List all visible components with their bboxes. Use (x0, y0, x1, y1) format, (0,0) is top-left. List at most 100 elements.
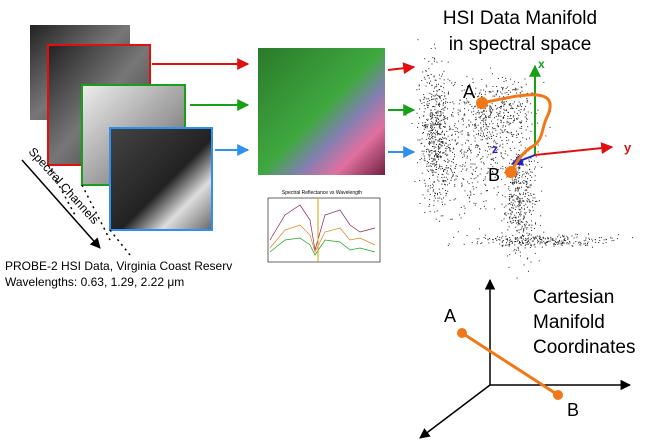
cloud-point (521, 121, 522, 122)
cloud-point (513, 184, 514, 185)
cloud-point (430, 151, 431, 152)
cloud-point (512, 200, 513, 201)
cloud-point (499, 107, 500, 108)
cloud-point (566, 236, 567, 237)
cloud-point (495, 238, 496, 239)
cloud-point (435, 130, 436, 131)
cloud-point (532, 203, 533, 204)
cloud-point (499, 113, 500, 114)
cloud-point (460, 165, 461, 166)
cloud-point (508, 140, 509, 141)
cloud-point (520, 112, 521, 113)
cloud-point (461, 131, 462, 132)
cloud-point (440, 166, 441, 167)
cloud-point (445, 148, 446, 149)
label-a: A (463, 82, 475, 102)
composite-image (258, 48, 385, 175)
cloud-point (517, 188, 518, 189)
cloud-point (519, 168, 520, 169)
cloud-point (473, 111, 474, 112)
cloud-point (423, 153, 424, 154)
cloud-point (437, 91, 438, 92)
cloud-point (595, 239, 596, 240)
cloud-point (481, 129, 482, 130)
cloud-point (487, 126, 488, 127)
cloud-point (439, 104, 440, 105)
cloud-point (563, 236, 564, 237)
cloud-point (439, 144, 440, 145)
cloud-point (478, 125, 479, 126)
cloud-point (488, 117, 489, 118)
cloud-point (478, 130, 479, 131)
cloud-point (522, 240, 523, 241)
cloud-point (454, 180, 455, 181)
cloud-point (505, 153, 506, 154)
cloud-point (500, 92, 501, 93)
cloud-point (447, 170, 448, 171)
cloud-point (514, 112, 515, 113)
cloud-point (509, 123, 510, 124)
cloud-point (559, 234, 560, 235)
cloud-point (527, 238, 528, 239)
cloud-point (545, 242, 546, 243)
cloud-point (453, 148, 454, 149)
cloud-point (525, 240, 526, 241)
cloud-point (471, 144, 472, 145)
cloud-point (451, 171, 452, 172)
cloud-point (507, 122, 508, 123)
cloud-point (527, 178, 528, 179)
cloud-point (455, 82, 456, 83)
cloud-point (480, 118, 481, 119)
cloud-point (509, 242, 510, 243)
cloud-point (534, 161, 535, 162)
cloud-point (426, 166, 427, 167)
cloud-point (429, 78, 430, 79)
cloud-point (500, 145, 501, 146)
cloud-point (520, 122, 521, 123)
cloud-point (417, 127, 418, 128)
cloud-point (567, 237, 568, 238)
cloud-point (550, 241, 551, 242)
cloud-point (430, 163, 431, 164)
cloud-point (475, 119, 476, 120)
cloud-point (444, 145, 445, 146)
cloud-point (498, 116, 499, 117)
cloud-point (432, 175, 433, 176)
cloud-point (512, 243, 513, 244)
cloud-point (473, 131, 474, 132)
cloud-point (517, 113, 518, 114)
cloud-point (503, 122, 504, 123)
cloud-point (493, 86, 494, 87)
cloud-point (543, 82, 544, 83)
cloud-point (431, 97, 432, 98)
cloud-point (598, 242, 599, 243)
cloud-point (438, 133, 439, 134)
cloud-point (429, 141, 430, 142)
cloud-point (434, 156, 435, 157)
cloud-point (405, 115, 406, 116)
cloud-point (508, 244, 509, 245)
cloud-point (566, 243, 567, 244)
cloud-point (424, 111, 425, 112)
cloud-point (439, 89, 440, 90)
cloud-point (503, 118, 504, 119)
cloud-point (517, 197, 518, 198)
title-line1: HSI Data Manifold (443, 8, 597, 29)
cloud-point (527, 100, 528, 101)
cloud-point (592, 247, 593, 248)
cloud-point (518, 221, 519, 222)
cloud-point (436, 98, 437, 99)
cloud-point (519, 205, 520, 206)
cloud-point (599, 240, 600, 241)
cloud-point (493, 123, 494, 124)
cloud-point (422, 173, 423, 174)
cloud-point (519, 203, 520, 204)
cloud-point (519, 209, 520, 210)
cloud-point (434, 115, 435, 116)
cloud-point (495, 157, 496, 158)
cloud-point (530, 239, 531, 240)
cloud-point (555, 244, 556, 245)
cloud-point (435, 48, 436, 49)
cloud-point (527, 198, 528, 199)
cloud-point (435, 150, 436, 151)
